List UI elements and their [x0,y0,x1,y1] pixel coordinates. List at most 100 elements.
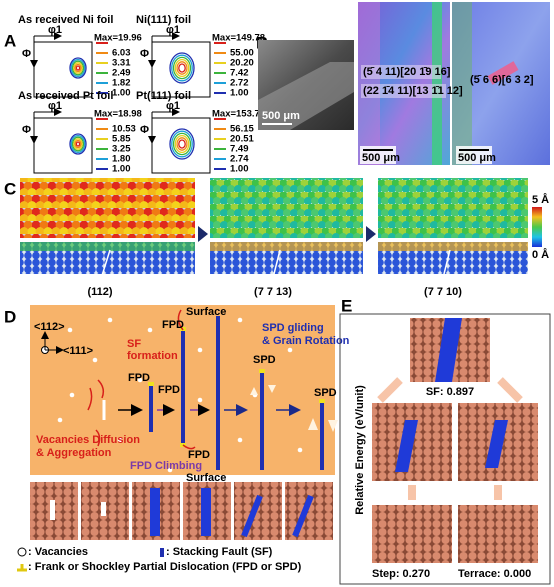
contour [69,133,87,155]
y-axis-label: Φ [22,48,31,60]
y-axis-label: Φ [140,48,149,60]
panel-label: A [4,31,16,50]
legend-label: 1.00 [112,88,131,99]
legend-label: 6.03 [112,48,131,59]
axis-label: <111> [63,345,93,357]
orientation-label: (5̄ 6 6)[6 3 2] [470,74,534,86]
legend-label: 7.42 [230,68,249,79]
legend-label: 20.20 [230,58,254,69]
fpd-label: FPD [128,372,150,384]
fpd-label: FPD [188,449,210,461]
y-axis-label: Relative Energy (eV/unit) [354,385,366,515]
plot-frame [151,117,211,174]
label-bg [361,84,446,98]
plot-title: Pt(111) foil [136,90,191,102]
spd-label: SPD [253,354,276,366]
panel-label: D [4,307,16,326]
energy-label: Terrace: 0.000 [458,568,531,580]
transition-arrow [408,485,502,500]
legend-label: 2.72 [230,78,249,89]
legend-label: 2.49 [112,68,131,79]
colorbar [532,207,542,247]
vacancy [92,357,98,363]
transition-arrow [377,377,523,403]
vacancies [57,317,303,473]
dislocation [319,399,325,403]
stacking-fault [241,494,263,538]
legend-label: 1.80 [112,154,131,165]
surface-label: Surface [186,306,226,318]
sem-foil [258,62,354,130]
legend-label: : Stacking Fault (SF) [166,546,273,558]
contour [178,139,186,149]
contour [169,52,195,84]
spd-label: SPD [314,387,337,399]
contour [73,62,83,74]
pointer [99,249,111,283]
legend-label: : Frank or Shockley Partial Dislocation … [28,561,302,573]
terrace-structure [458,505,538,563]
contour [70,134,86,154]
contour [74,63,82,73]
contour [75,141,81,147]
contour [73,138,83,150]
pointer [271,249,281,283]
dislocation [148,382,154,386]
md-snapshot [285,482,333,540]
contour [178,63,186,73]
vacancy [297,447,303,453]
dislocation [259,369,265,373]
pointer [441,249,451,283]
contour [75,65,81,71]
x-axis-label: φ1 [48,100,62,112]
scale-bar-label: 500 μm [458,152,496,164]
contour [171,54,193,82]
process-label: formation [127,350,178,362]
scale-bar-label: 500 μm [262,110,300,122]
process-label: SPD gliding [262,322,324,334]
vacancy [137,377,143,383]
contour [174,58,190,78]
arrow [366,226,376,242]
glide-arrow [250,385,276,395]
x-axis-label: φ1 [48,24,62,36]
orientation-label: (5̄ 4 11)[20 1̄9 16] [363,66,451,78]
contour [174,134,190,154]
legend-label: 1.00 [230,88,249,99]
ebsd-grain [452,2,472,165]
contour [74,139,82,149]
vacancy [197,397,203,403]
panel-label: C [4,179,16,198]
x-axis-label: φ1 [166,24,180,36]
legend-label: 10.53 [112,124,136,135]
x-axis-label: φ1 [166,100,180,112]
legend-label: 1.00 [230,164,249,175]
contour [176,137,188,151]
vacancy [67,327,73,333]
vacancy [57,417,63,423]
legend-label: Max=153.70 [212,109,265,120]
stacking-fault [201,488,211,536]
scale-bar-label: 500 μm [362,152,400,164]
process-label: FPD Climbing [130,460,202,472]
surface-label: Surface [186,472,226,484]
vacancy-cluster [101,502,106,516]
surface-layer [378,242,528,251]
contour [70,58,86,78]
vacancy [147,327,153,333]
panel-border [339,313,551,585]
surface-top-view [210,178,363,238]
plot-frame [151,41,211,98]
stacking-fault [485,420,508,468]
stacking-fault [150,488,160,536]
orientation-label: (22 1̄4 11)[13 1̄1 12] [363,85,463,97]
legend-label: Max=18.98 [94,109,142,120]
y-axis-label: Φ [22,124,31,136]
legend-label: 7.49 [230,144,249,155]
legend-label: 20.51 [230,134,254,145]
panel-label: E [341,296,352,315]
contour [172,132,192,156]
surface-top-view [378,178,528,238]
surface-layer [210,242,363,251]
axis-label: <112> [34,321,65,333]
